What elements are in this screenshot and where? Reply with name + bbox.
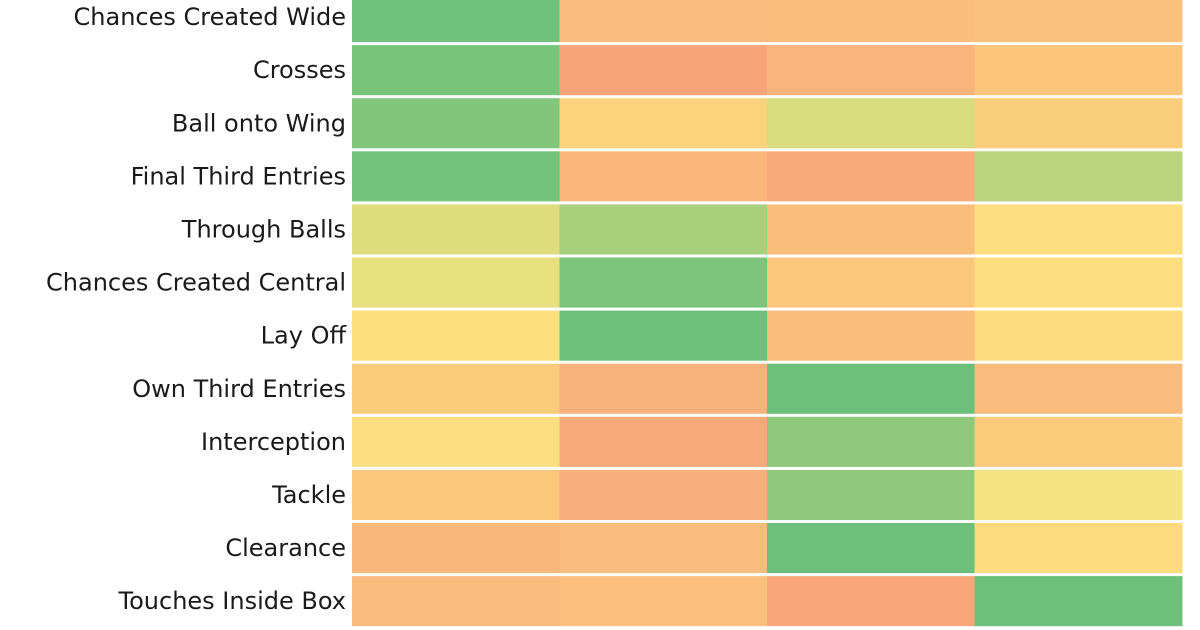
heatmap-cell [767,151,975,202]
heatmap-cell [559,45,768,96]
row-label: Final Third Entries [131,162,346,190]
heatmap-cell [559,98,768,149]
heatmap-cell [352,204,560,255]
row-label: Touches Inside Box [118,587,346,615]
heatmap-cell [352,469,560,520]
heatmap-cell [559,576,768,627]
heatmap-cell [559,416,768,467]
heatmap-cell [767,523,975,574]
heatmap-cell [559,0,768,43]
row-labels: Chances Created Wide Crosses Ball onto Win… [46,3,346,615]
heatmap-cell [352,523,560,574]
heatmap-cell [352,310,560,361]
heatmap-cell [974,469,1183,520]
heatmap-cell [767,204,975,255]
heatmap-cell [352,98,560,149]
heatmap-cell [352,151,560,202]
heatmap-cell [974,523,1183,574]
heatmap-cell [559,310,768,361]
heatmap-cell [767,416,975,467]
heatmap-cell [352,0,560,43]
heatmap-cell [974,416,1183,467]
heatmap-cell [352,257,560,308]
heatmap-cell [974,98,1183,149]
heatmap-cell [767,257,975,308]
heatmap-cell [767,363,975,414]
heatmap-cell [974,310,1183,361]
heatmap-cell [559,523,768,574]
heatmap-cell [559,204,768,255]
heatmap-cell [559,257,768,308]
heatmap-cell [767,0,975,43]
heatmap-cell [974,0,1183,43]
row-label: Own Third Entries [132,375,346,403]
row-label: Tackle [271,481,346,509]
row-label: Lay Off [261,322,347,350]
row-label: Ball onto Wing [172,109,346,137]
row-label: Chances Created Central [46,269,346,297]
heatmap-cell [974,45,1183,96]
heatmap-cell [974,204,1183,255]
heatmap-cell [559,469,768,520]
heatmap-cell [559,363,768,414]
heatmap-cell [767,310,975,361]
heatmap-cell [767,45,975,96]
heatmap-cell [352,363,560,414]
heatmap-cell [974,363,1183,414]
heatmap-cell [767,576,975,627]
heatmap-cell [974,151,1183,202]
heatmap-cell [767,469,975,520]
heatmap-cell [352,576,560,627]
heatmap-cell [767,98,975,149]
row-label: Crosses [253,56,346,84]
heatmap-cell [974,576,1183,627]
heatmap-cell [559,151,768,202]
row-label: Clearance [225,534,346,562]
row-label: Interception [201,428,346,456]
heatmap-cell [352,45,560,96]
heatmap-cell [352,416,560,467]
heatmap-cells [352,0,1183,627]
row-label: Chances Created Wide [74,3,346,31]
heatmap-cell [974,257,1183,308]
row-label: Through Balls [181,215,346,243]
